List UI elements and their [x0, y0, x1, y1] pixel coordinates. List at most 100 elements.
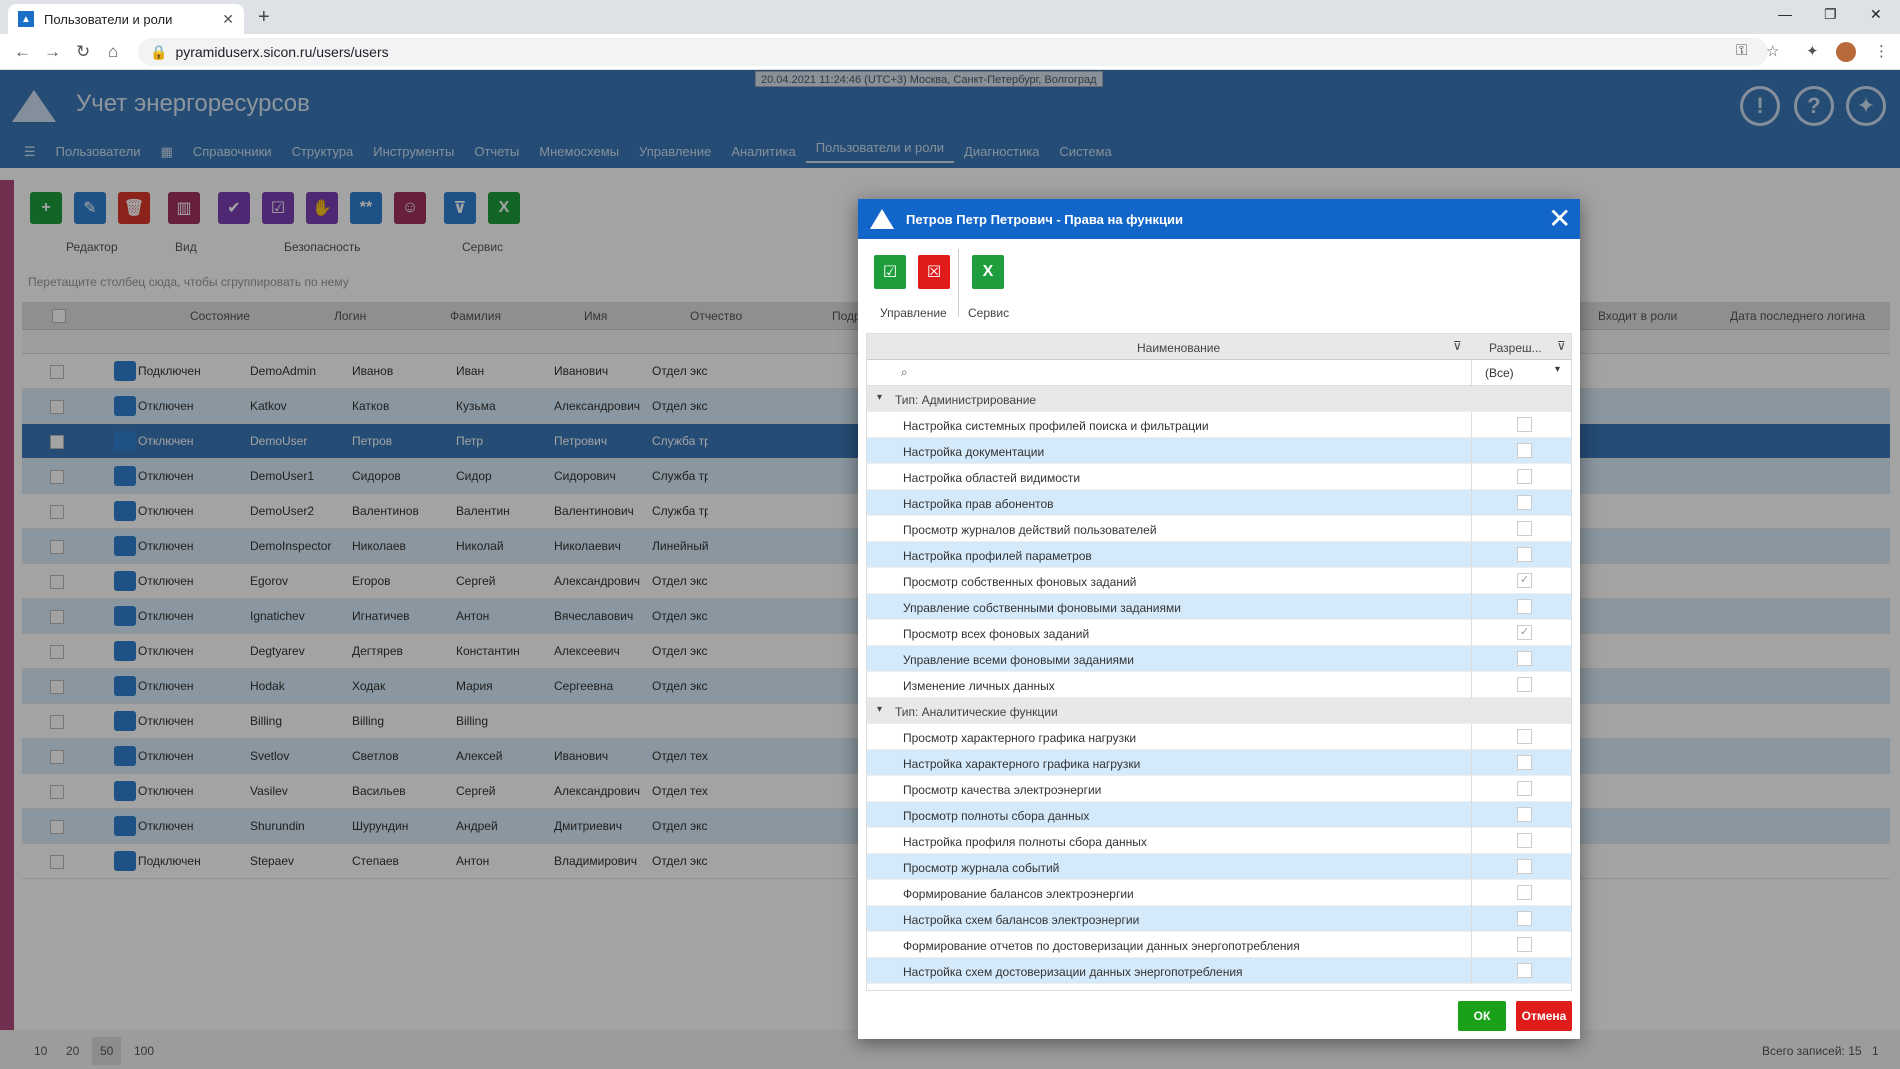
row-edit-icon[interactable]: [114, 746, 136, 766]
row-checkbox[interactable]: [50, 715, 64, 729]
permission-row[interactable]: Управление собственными фоновыми задания…: [867, 594, 1571, 620]
security-hand-button[interactable]: ✋: [306, 192, 338, 224]
permission-row[interactable]: Настройка схем балансов электроэнергии: [867, 906, 1571, 932]
permission-checkbox[interactable]: [1517, 599, 1532, 614]
permission-row[interactable]: Настройка документации: [867, 438, 1571, 464]
col-department[interactable]: Подр: [832, 309, 861, 323]
allowed-filter-select[interactable]: (Все): [1485, 366, 1514, 380]
permission-checkbox[interactable]: [1517, 495, 1532, 510]
view-columns-button[interactable]: ▥: [168, 192, 200, 224]
permission-row[interactable]: Настройка областей видимости: [867, 464, 1571, 490]
accessibility-icon[interactable]: ✦: [1846, 86, 1886, 126]
col-lastname[interactable]: Фамилия: [450, 309, 501, 323]
row-edit-icon[interactable]: [114, 361, 136, 381]
row-checkbox[interactable]: [50, 575, 64, 589]
permission-row[interactable]: Просмотр журнала событий: [867, 854, 1571, 880]
delete-button[interactable]: 🗑: [118, 192, 150, 224]
password-button[interactable]: **: [350, 192, 382, 224]
row-edit-icon[interactable]: [114, 711, 136, 731]
hamburger-icon[interactable]: ☰: [24, 143, 36, 159]
uncheck-all-button[interactable]: ☒: [918, 255, 950, 289]
permission-checkbox[interactable]: [1517, 729, 1532, 744]
row-edit-icon[interactable]: [114, 816, 136, 836]
col-name[interactable]: Наименование: [1137, 341, 1221, 355]
profile-avatar[interactable]: [1836, 42, 1856, 62]
row-edit-icon[interactable]: [114, 536, 136, 556]
select-all-checkbox[interactable]: [52, 309, 66, 323]
permission-row[interactable]: Формирование балансов электроэнергии: [867, 880, 1571, 906]
row-checkbox[interactable]: [50, 365, 64, 379]
permission-row[interactable]: Формирование отчетов по достоверизации д…: [867, 932, 1571, 958]
row-edit-icon[interactable]: [114, 606, 136, 626]
permission-checkbox[interactable]: [1517, 937, 1532, 952]
page-number[interactable]: 1: [1872, 1044, 1879, 1058]
menu-item-mnemonics[interactable]: Мнемосхемы: [539, 144, 620, 159]
col-allowed[interactable]: Разреш...: [1489, 341, 1542, 355]
dialog-close-icon[interactable]: ✕: [1548, 203, 1572, 234]
row-edit-icon[interactable]: [114, 571, 136, 591]
permission-row[interactable]: Просмотр качества электроэнергии: [867, 776, 1571, 802]
check-all-button[interactable]: ☑: [874, 255, 906, 289]
row-checkbox[interactable]: [50, 820, 64, 834]
col-state[interactable]: Состояние: [190, 309, 250, 323]
col-firstname[interactable]: Имя: [584, 309, 608, 323]
row-checkbox[interactable]: [50, 785, 64, 799]
col-last-login[interactable]: Дата последнего логина: [1730, 309, 1866, 323]
menu-item-users[interactable]: Пользователи: [55, 144, 141, 159]
menu-item-tools[interactable]: Инструменты: [373, 144, 455, 159]
row-checkbox[interactable]: [50, 750, 64, 764]
menu-item-directories[interactable]: Справочники: [192, 144, 272, 159]
permission-row[interactable]: Просмотр характерного графика нагрузки: [867, 724, 1571, 750]
permission-row[interactable]: Просмотр собственных фоновых заданий ✓: [867, 568, 1571, 594]
col-middlename[interactable]: Отчество: [690, 309, 743, 323]
row-checkbox[interactable]: [50, 540, 64, 554]
menu-item-analytics[interactable]: Аналитика: [731, 144, 796, 159]
page-size-20[interactable]: 20: [66, 1044, 80, 1058]
permission-checkbox[interactable]: [1517, 521, 1532, 536]
row-edit-icon[interactable]: [114, 781, 136, 801]
bookmark-star-icon[interactable]: ☆: [1766, 43, 1780, 60]
collapse-icon[interactable]: ▾: [877, 392, 883, 403]
permission-row[interactable]: Настройка характерного графика нагрузки: [867, 750, 1571, 776]
page-size-100[interactable]: 100: [134, 1044, 155, 1058]
permission-row[interactable]: Настройка системных профилей поиска и фи…: [867, 412, 1571, 438]
permission-checkbox[interactable]: [1517, 807, 1532, 822]
col-roles[interactable]: Входит в роли: [1598, 309, 1678, 323]
permission-checkbox[interactable]: [1517, 755, 1532, 770]
col-login[interactable]: Логин: [334, 309, 367, 323]
search-icon[interactable]: ⌕: [901, 365, 908, 379]
permission-group-row[interactable]: ▾ Тип: Аналитические функции: [867, 698, 1571, 724]
permission-checkbox[interactable]: [1517, 911, 1532, 926]
chevron-down-icon[interactable]: ▾: [1555, 364, 1561, 375]
page-size-50[interactable]: 50: [92, 1037, 122, 1065]
reload-icon[interactable]: ↻: [76, 42, 91, 61]
row-edit-icon[interactable]: [114, 501, 136, 521]
extensions-icon[interactable]: ✦: [1806, 43, 1819, 60]
row-edit-icon[interactable]: [114, 396, 136, 416]
permission-checkbox[interactable]: [1517, 963, 1532, 978]
permission-checkbox[interactable]: ✓: [1517, 625, 1532, 640]
browser-menu-icon[interactable]: ⋮: [1874, 43, 1889, 60]
notifications-icon[interactable]: !: [1740, 86, 1780, 126]
minimize-icon[interactable]: —: [1778, 6, 1792, 22]
row-checkbox[interactable]: [50, 855, 64, 869]
permission-checkbox[interactable]: ✓: [1517, 573, 1532, 588]
permission-row[interactable]: Просмотр всех фоновых заданий ✓: [867, 620, 1571, 646]
row-checkbox[interactable]: [50, 400, 64, 414]
permission-row[interactable]: Управление всеми фоновыми заданиями: [867, 646, 1571, 672]
row-checkbox[interactable]: [50, 470, 64, 484]
page-size-10[interactable]: 10: [34, 1044, 48, 1058]
menu-item-structure[interactable]: Структура: [291, 144, 354, 159]
row-checkbox[interactable]: [50, 435, 64, 449]
row-checkbox[interactable]: [50, 680, 64, 694]
row-checkbox[interactable]: [50, 505, 64, 519]
permission-row[interactable]: Просмотр журналов действий пользователей: [867, 516, 1571, 542]
menu-item-users-roles[interactable]: Пользователи и роли: [805, 140, 955, 163]
menu-item-management[interactable]: Управление: [639, 144, 712, 159]
permission-checkbox[interactable]: [1517, 859, 1532, 874]
permission-checkbox[interactable]: [1517, 677, 1532, 692]
close-window-icon[interactable]: ✕: [1870, 6, 1882, 22]
row-edit-icon[interactable]: [114, 851, 136, 871]
add-button[interactable]: +: [30, 192, 62, 224]
dialog-excel-button[interactable]: X: [972, 255, 1004, 289]
